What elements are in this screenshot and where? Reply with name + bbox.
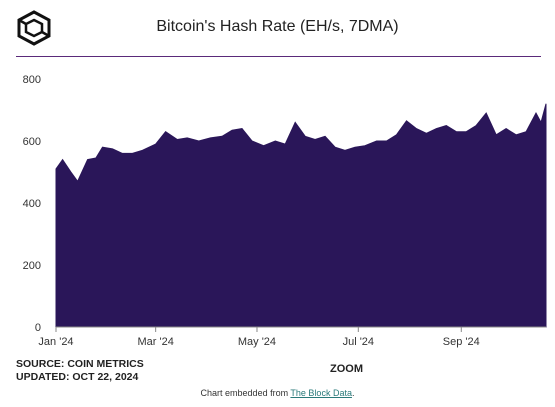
x-axis: Jan '24 Mar '24 May '24 Jul '24 Sep '24: [38, 326, 546, 348]
updated-label: UPDATED: OCT 22, 2024: [16, 371, 139, 383]
x-tick-label: May '24: [238, 336, 276, 348]
title-divider: [16, 56, 541, 57]
y-axis: 0 200 400 600 800: [23, 74, 41, 334]
plot-area: [55, 103, 547, 328]
embed-prefix: Chart embedded from: [200, 388, 291, 398]
source-note: SOURCE: COIN METRICS UPDATED: OCT 22, 20…: [16, 358, 144, 384]
y-tick-label: 400: [23, 198, 41, 210]
hash-rate-chart: 0 200 400 600 800 Jan '24 Mar '24 May '24 Jul '…: [23, 74, 547, 348]
y-tick-label: 0: [35, 322, 41, 334]
source-label: SOURCE: COIN METRICS: [16, 358, 144, 370]
embed-note: Chart embedded from The Block Data.: [0, 388, 555, 398]
x-tick-label: Mar '24: [137, 336, 173, 348]
y-tick-label: 200: [23, 260, 41, 272]
block-data-link[interactable]: The Block Data: [290, 388, 352, 398]
x-tick-label: Jan '24: [38, 336, 73, 348]
y-tick-label: 800: [23, 74, 41, 86]
x-tick-label: Jul '24: [343, 336, 374, 348]
zoom-button[interactable]: ZOOM: [330, 363, 363, 375]
chart-title: Bitcoin's Hash Rate (EH/s, 7DMA): [156, 18, 399, 35]
y-tick-label: 600: [23, 136, 41, 148]
hash-rate-area: [55, 103, 547, 328]
x-tick-label: Sep '24: [443, 336, 480, 348]
cube-logo-icon[interactable]: [16, 10, 52, 46]
embed-suffix: .: [351, 388, 355, 398]
